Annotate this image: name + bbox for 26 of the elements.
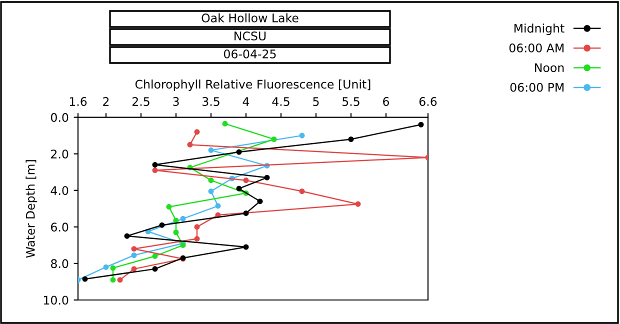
x-tick-label: 3.5 — [202, 97, 220, 106]
x-tick-label: 2 — [103, 97, 109, 106]
x-tick-label: 3 — [173, 97, 179, 106]
y-tick-label: 0.0 — [50, 113, 68, 122]
x-tick-label: 4 — [242, 97, 250, 106]
legend-label: 06:00 AM — [509, 43, 564, 52]
x-tick-label: 5.5 — [342, 97, 360, 106]
x-tick-label: 6.6 — [419, 97, 437, 106]
y-tick-label: 4.0 — [50, 186, 68, 196]
x-tick-label: 1.6 — [70, 97, 87, 106]
chart-title: Oak Hollow Lake — [202, 13, 298, 22]
y-tick-label: 2.0 — [51, 150, 68, 158]
legend-label: 06:00 PM — [510, 82, 564, 92]
y-tick-label: 6.0 — [51, 222, 68, 232]
x-tick-label: 6 — [383, 97, 390, 106]
x-tick-label: 5 — [313, 97, 319, 106]
text: 06-04-25 — [224, 49, 276, 58]
chart-subtitle: NCSU — [234, 31, 266, 40]
legend-label: Noon — [535, 63, 564, 72]
y-axis-title: Water Depth [m] — [26, 160, 38, 258]
x-tick-label: 2.5 — [132, 97, 150, 106]
x-tick-label: 4.5 — [272, 97, 290, 106]
legend-label: Midnight — [514, 24, 564, 36]
y-tick-label: 10.0 — [44, 296, 68, 305]
y-tick-label: 8.0 — [51, 259, 68, 268]
x-axis-title: Chlorophyll Relative Fluorescence [Unit] — [135, 80, 370, 91]
